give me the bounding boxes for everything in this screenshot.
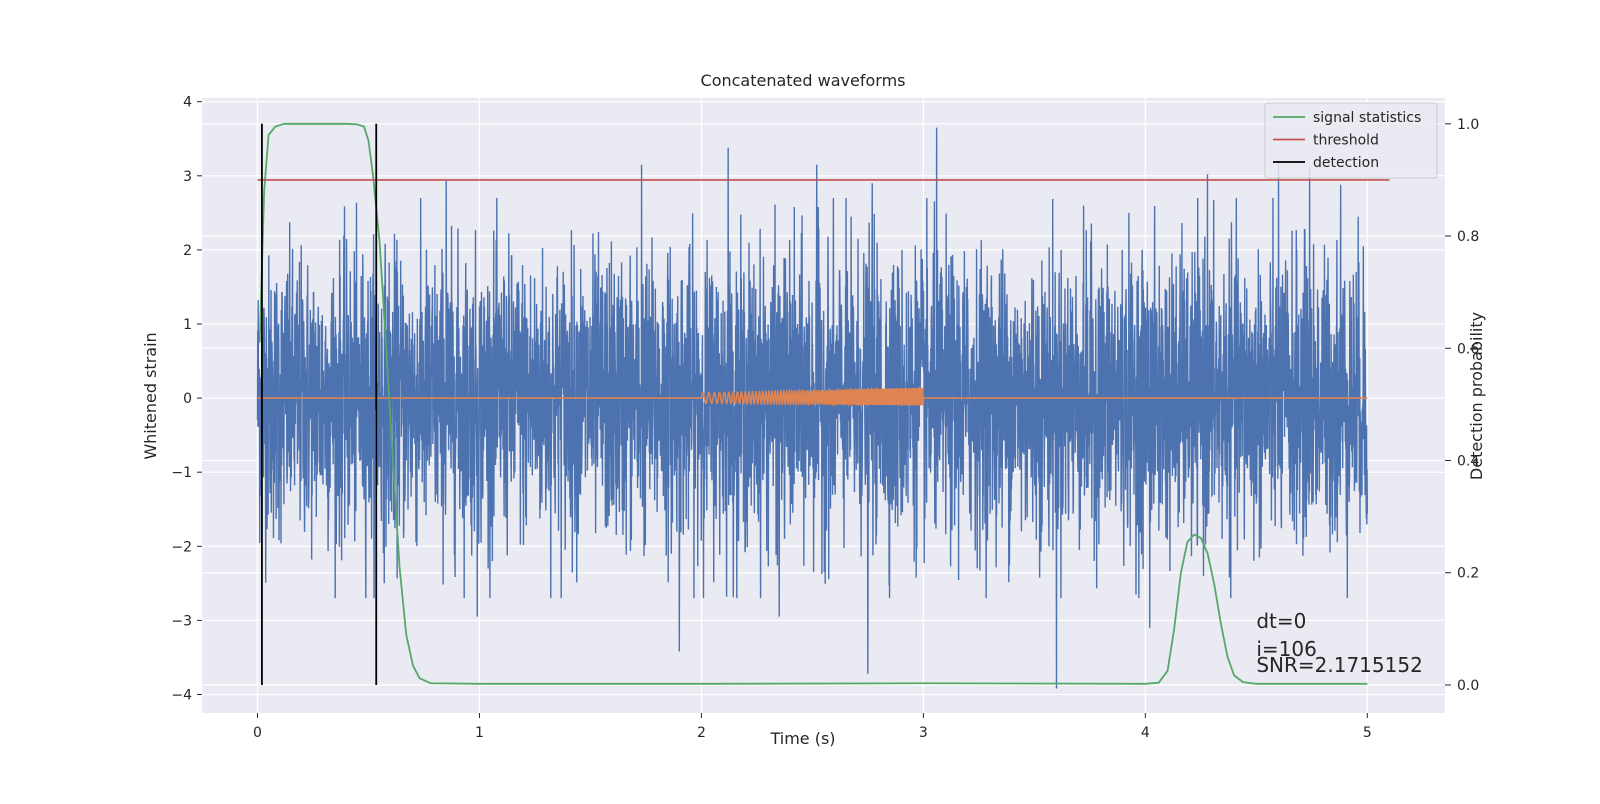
y-right-tick-label: 0.8 (1457, 229, 1479, 245)
legend: signal statistics threshold detection (1264, 102, 1438, 179)
legend-label: signal statistics (1313, 110, 1421, 126)
x-tick-label: 0 (253, 725, 262, 741)
y-tick-label: 3 (183, 169, 192, 185)
y-axis-label: Whitened strain (141, 332, 160, 459)
y-tick-label: 0 (183, 391, 192, 407)
strain-series-line (256, 127, 1369, 689)
y-tick-label: 1 (183, 317, 192, 333)
y-right-tick-label: 0.4 (1457, 453, 1479, 469)
y-tick-label: −2 (171, 539, 192, 555)
legend-box (1264, 102, 1438, 179)
y-right-axis-label: Detection probability (1467, 312, 1486, 480)
y-tick-label: −4 (171, 687, 192, 703)
y-right-tick-label: 0.0 (1457, 678, 1479, 694)
x-axis-label: Time (s) (769, 729, 835, 748)
x-tick-label: 3 (919, 725, 928, 741)
x-tick-label: 4 (1141, 725, 1150, 741)
annotation-text: i=106 (1256, 637, 1317, 661)
y-right-tick-label: 0.2 (1457, 566, 1479, 582)
signal-statistics-line (258, 122, 1368, 685)
y-tick-label: 4 (183, 95, 192, 111)
legend-label: threshold (1313, 133, 1379, 149)
injected-signal-line (257, 385, 1368, 408)
y-right-tick-label: 1.0 (1457, 117, 1479, 133)
annotation-text: dt=0 (1256, 609, 1306, 633)
y-tick-label: 2 (183, 243, 192, 259)
x-tick-label: 5 (1363, 725, 1372, 741)
annotation-text: SNR=2.1715152 (1256, 653, 1422, 677)
x-tick-label: 1 (475, 725, 484, 741)
chart-title: Concatenated waveforms (701, 71, 906, 90)
y-tick-label: −3 (171, 613, 192, 629)
y-right-tick-label: 0.6 (1457, 341, 1479, 357)
y-tick-label: −1 (171, 465, 192, 481)
legend-label: detection (1313, 155, 1379, 171)
x-tick-label: 2 (697, 725, 706, 741)
